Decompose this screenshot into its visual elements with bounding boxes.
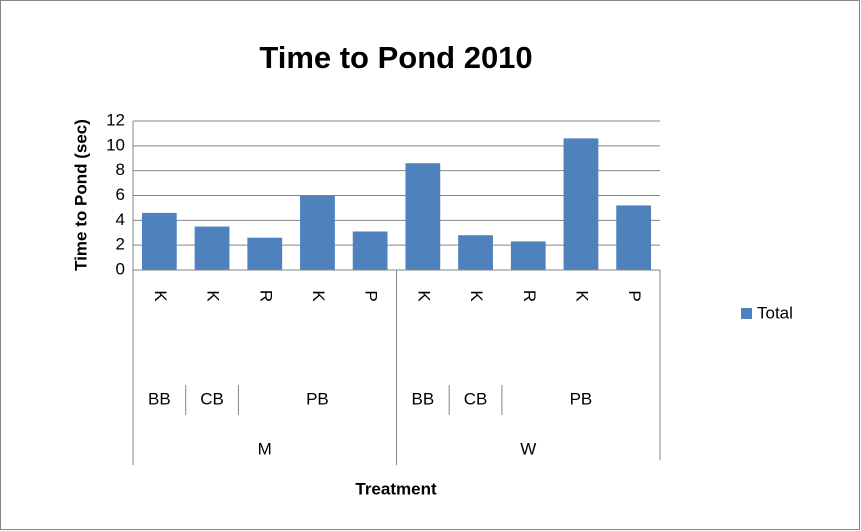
- legend-label: Total: [757, 303, 793, 322]
- y-tick-label: 0: [116, 259, 125, 278]
- bar: [563, 138, 599, 270]
- x-tick-label: K: [309, 290, 328, 302]
- bar: [247, 237, 283, 270]
- y-axis-label: Time to Pond (sec): [71, 119, 90, 271]
- bar: [141, 212, 177, 270]
- group-label: CB: [464, 389, 488, 408]
- group-label: PB: [306, 389, 329, 408]
- y-tick-label: 4: [116, 210, 125, 229]
- group-label: CB: [200, 389, 224, 408]
- bar: [405, 163, 441, 270]
- bar: [352, 231, 388, 270]
- x-tick-label: P: [362, 290, 381, 301]
- x-tick-label: K: [151, 290, 170, 302]
- x-tick-label: K: [204, 290, 223, 302]
- group-label: W: [520, 439, 536, 458]
- bar: [510, 241, 546, 270]
- group-label: BB: [148, 389, 171, 408]
- x-tick-label: R: [256, 290, 275, 302]
- x-axis-label: Treatment: [355, 479, 437, 498]
- legend-swatch: [741, 308, 752, 319]
- x-tick-label: R: [520, 290, 539, 302]
- bar: [616, 205, 652, 270]
- x-tick-label: K: [414, 290, 433, 302]
- y-tick-label: 8: [116, 160, 125, 179]
- y-tick-label: 12: [106, 110, 125, 129]
- y-tick-label: 10: [106, 135, 125, 154]
- group-label: M: [258, 439, 272, 458]
- bar: [300, 195, 335, 270]
- group-label: BB: [412, 389, 435, 408]
- y-tick-label: 2: [116, 235, 125, 254]
- x-tick-label: K: [572, 290, 591, 302]
- group-label: PB: [570, 389, 593, 408]
- bar: [194, 226, 230, 270]
- x-tick-label: K: [467, 290, 486, 302]
- x-tick-label: P: [625, 290, 644, 301]
- y-tick-label: 6: [116, 185, 125, 204]
- bar: [458, 235, 493, 270]
- chart-title: Time to Pond 2010: [259, 40, 532, 75]
